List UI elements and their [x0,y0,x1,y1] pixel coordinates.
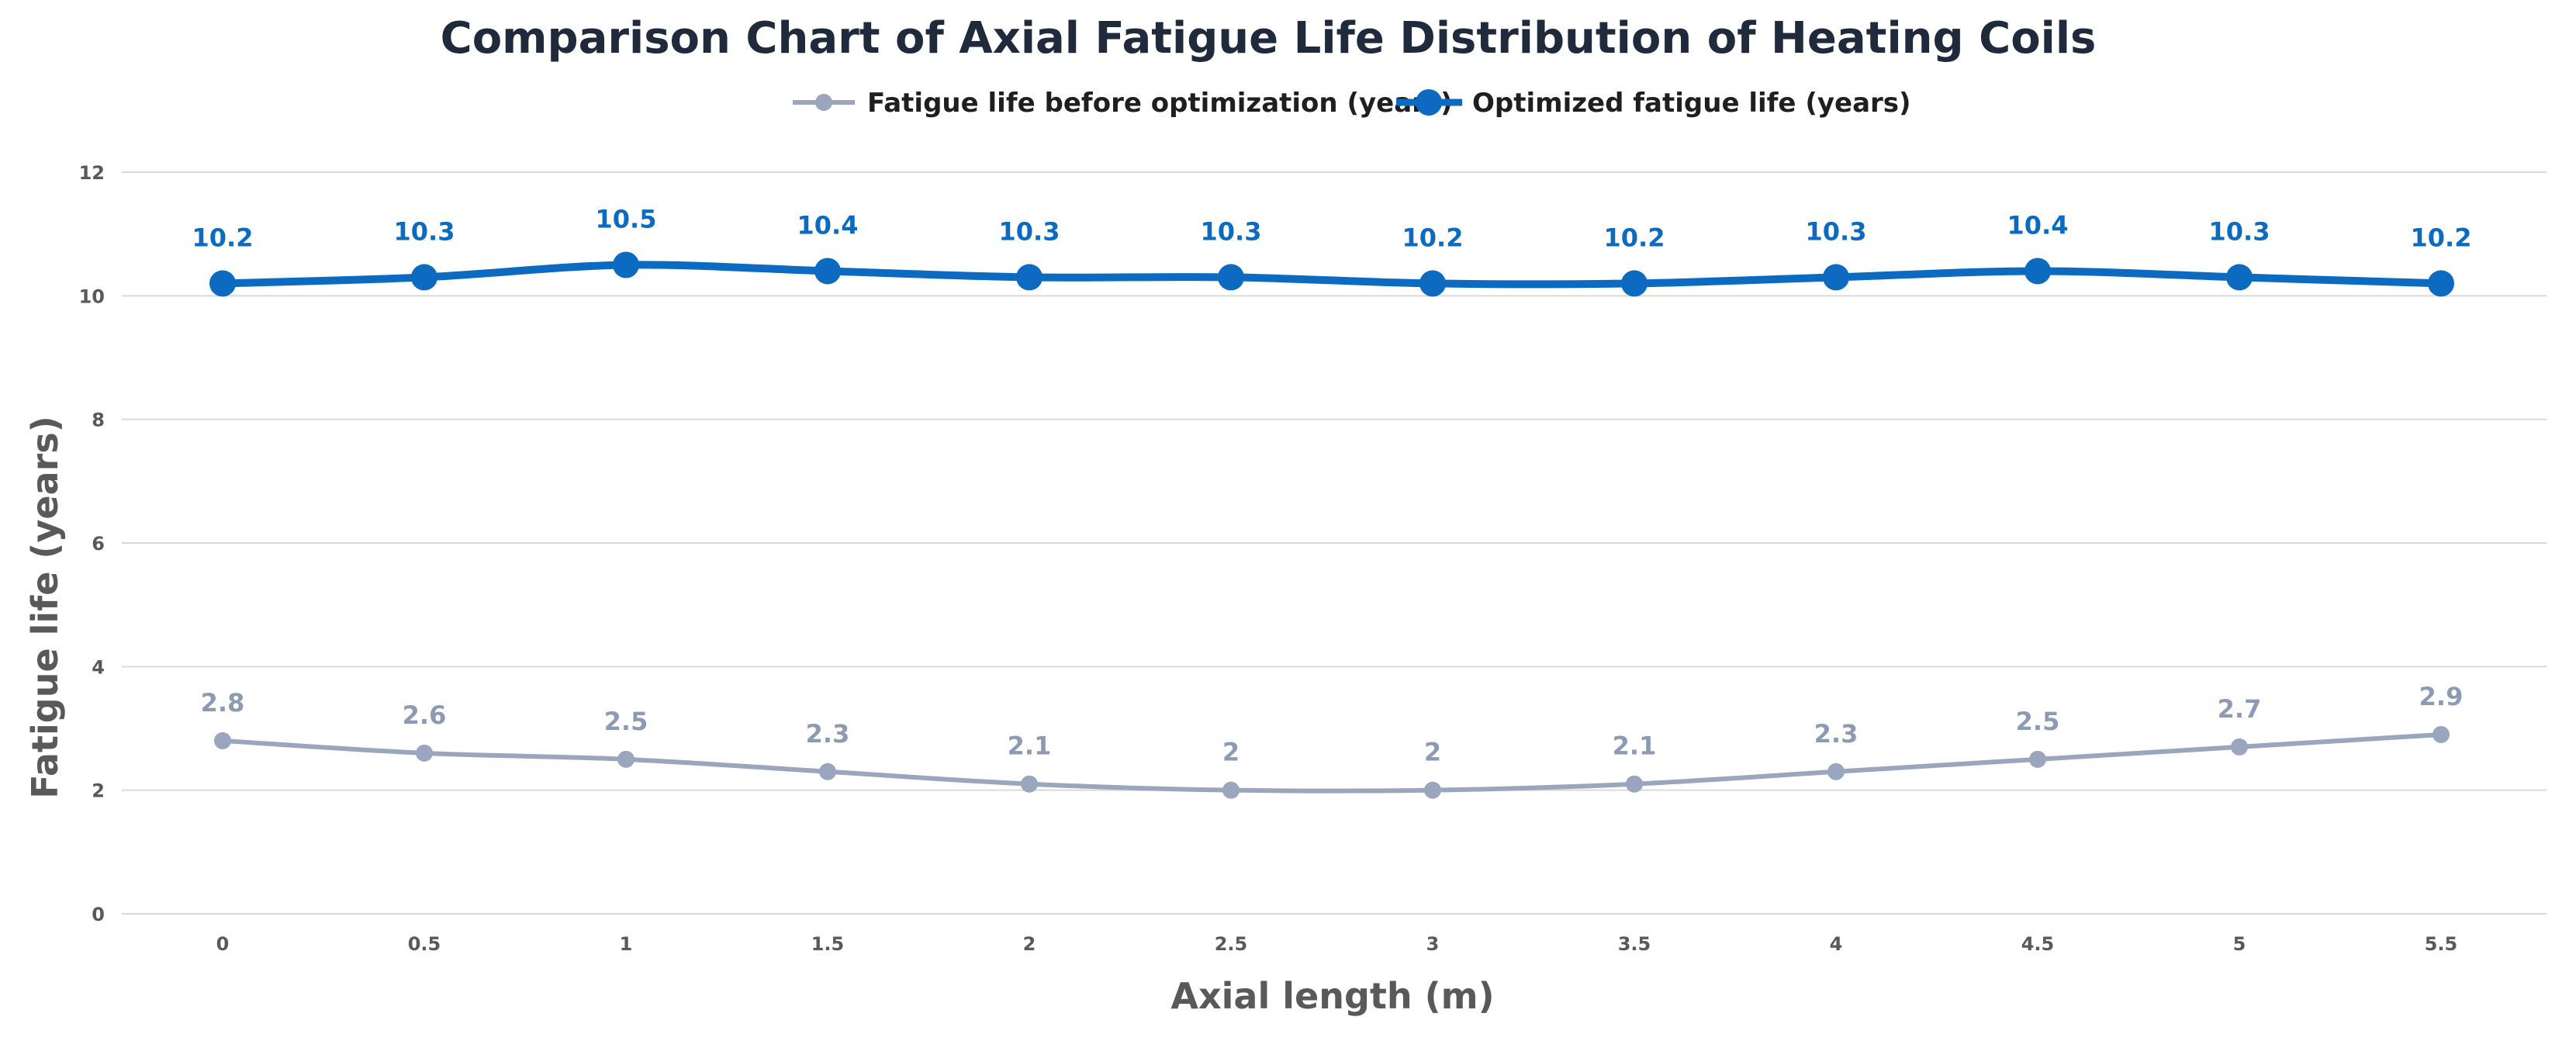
gridlines [122,171,2547,791]
data-point-before[interactable] [819,763,836,780]
data-labels: 2.8 2.6 2.5 2.3 2.1 2 2 2.1 2.3 2.5 2.7 2.9 10.2 10.3… [192,205,2472,767]
data-label-optimized: 10.2 [2411,223,2472,252]
data-label-before: 2.3 [806,719,850,749]
y-tick-label: 12 [79,162,105,184]
data-label-optimized: 10.2 [1604,223,1665,252]
data-point-optimized[interactable] [209,270,236,297]
data-point-before[interactable] [617,750,634,768]
series-line-before [220,731,2443,794]
data-label-optimized: 10.4 [2007,210,2069,240]
data-label-before: 2.5 [604,707,648,736]
data-label-before: 2.5 [2016,707,2060,736]
x-axis-title: Axial length (m) [1170,975,1494,1017]
data-label-before: 2.6 [403,700,447,730]
y-tick-label: 0 [92,904,105,925]
data-label-before: 2.1 [1613,731,1657,761]
x-tick-label: 3 [1426,933,1440,955]
data-point-optimized[interactable] [613,251,639,278]
x-tick-label: 5.5 [2425,933,2458,955]
chart-title: Comparison Chart of Axial Fatigue Life D… [441,13,2097,64]
y-tick-label: 6 [92,533,105,555]
data-label-optimized: 10.2 [1402,223,1464,252]
data-point-optimized[interactable] [2428,270,2454,297]
data-label-before: 2.9 [2419,682,2464,711]
data-point-optimized[interactable] [1823,264,1849,291]
x-tick-label: 5 [2233,933,2246,955]
legend-item-optimized[interactable]: Optimized fatigue life (years) [1396,88,1911,119]
x-tick-label: 0 [216,933,230,955]
data-point-before[interactable] [1222,781,1240,799]
data-label-optimized: 10.3 [1806,216,1867,246]
x-tick-label: 4.5 [2021,933,2055,955]
legend-label-before: Fatigue life before optimization (years) [867,88,1453,119]
legend: Fatigue life before optimization (years)… [793,88,1911,119]
data-label-before: 2 [1222,738,1240,767]
data-point-before[interactable] [1424,781,1441,799]
series-group [209,251,2454,799]
data-label-before: 2.1 [1008,731,1052,761]
data-point-before[interactable] [1827,763,1845,780]
y-axis-ticks: 0 2 4 6 8 10 12 [79,162,105,925]
x-tick-label: 1 [620,933,633,955]
data-point-optimized[interactable] [814,258,841,285]
data-point-before[interactable] [1021,775,1038,793]
data-label-optimized: 10.3 [999,216,1060,246]
data-point-optimized[interactable] [1218,264,1244,291]
legend-swatch-optimized-marker [1416,89,1442,116]
x-tick-label: 2 [1023,933,1036,955]
x-tick-label: 1.5 [811,933,845,955]
x-tick-label: 0.5 [408,933,441,955]
data-point-optimized[interactable] [1016,264,1043,291]
legend-label-optimized: Optimized fatigue life (years) [1472,88,1911,119]
y-tick-label: 10 [79,285,105,307]
data-point-before[interactable] [2433,725,2450,743]
data-point-before[interactable] [2231,738,2248,756]
data-label-before: 2.8 [201,688,245,718]
data-label-optimized: 10.3 [1201,216,1262,246]
y-tick-label: 8 [92,410,105,431]
legend-swatch-before-marker [815,94,832,111]
data-point-optimized[interactable] [2024,258,2051,285]
y-tick-label: 4 [92,656,105,678]
data-label-optimized: 10.2 [192,223,254,252]
data-label-optimized: 10.4 [797,210,859,240]
data-point-optimized[interactable] [1621,270,1648,297]
x-tick-label: 3.5 [1618,933,1651,955]
data-point-optimized[interactable] [411,264,437,291]
data-point-before[interactable] [416,744,433,762]
x-axis-ticks: 0 0.5 1 1.5 2 2.5 3 3.5 4 4.5 5 5.5 [216,933,2458,955]
data-point-before[interactable] [214,731,231,749]
data-label-optimized: 10.3 [2209,216,2270,246]
y-axis-title: Fatigue life (years) [24,416,66,799]
data-label-before: 2.7 [2218,694,2262,724]
legend-item-before[interactable]: Fatigue life before optimization (years) [793,88,1453,119]
data-label-optimized: 10.5 [596,205,657,234]
data-label-before: 2.3 [1814,719,1859,749]
y-tick-label: 2 [92,780,105,802]
data-label-before: 2 [1424,738,1441,767]
data-point-optimized[interactable] [1419,270,1446,297]
data-label-optimized: 10.3 [394,216,455,246]
data-point-optimized[interactable] [2226,264,2253,291]
data-point-before[interactable] [2029,750,2046,768]
data-point-before[interactable] [1626,775,1643,793]
x-tick-label: 2.5 [1215,933,1248,955]
series-line-optimized [219,261,2445,289]
x-tick-label: 4 [1830,933,1843,955]
